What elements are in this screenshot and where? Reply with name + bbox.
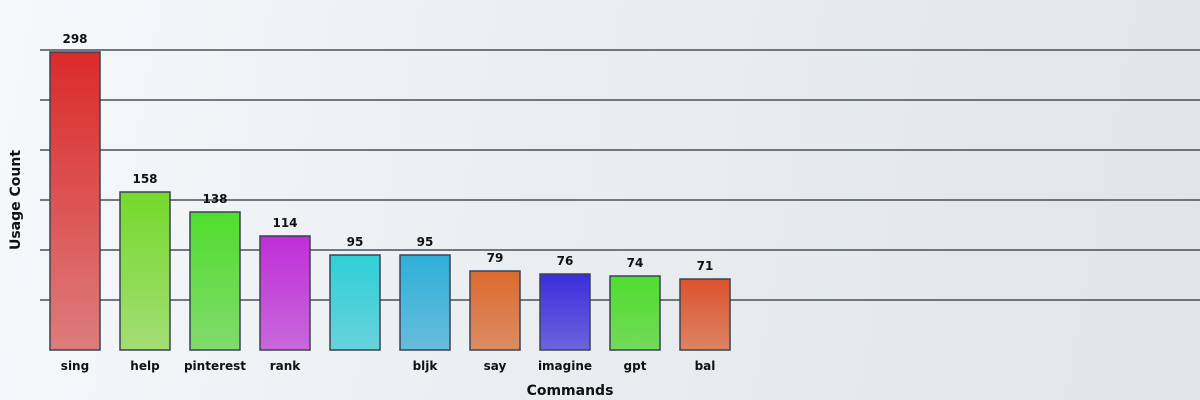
bar-unlabeled xyxy=(329,254,381,351)
data-label: 74 xyxy=(627,256,644,270)
x-tick-label: help xyxy=(130,359,160,373)
x-tick-label: bal xyxy=(695,359,716,373)
data-label: 158 xyxy=(132,172,157,186)
data-label: 298 xyxy=(62,32,87,46)
bar-bljk xyxy=(399,254,451,351)
data-label: 95 xyxy=(417,235,434,249)
data-label: 76 xyxy=(557,254,574,268)
y-axis-label: Usage Count xyxy=(8,150,24,250)
x-tick-label: imagine xyxy=(538,359,592,373)
bar-sing xyxy=(49,51,101,351)
data-label: 114 xyxy=(272,216,297,230)
data-label: 71 xyxy=(697,259,714,273)
data-label: 79 xyxy=(487,251,504,265)
bar-rank xyxy=(259,235,311,351)
bar-pinterest xyxy=(189,211,241,351)
bar-imagine xyxy=(539,273,591,351)
x-tick-label: sing xyxy=(61,359,89,373)
x-tick-label: rank xyxy=(270,359,302,373)
bar-bal xyxy=(679,278,731,351)
x-tick-label: bljk xyxy=(413,359,439,373)
x-axis-label: Commands xyxy=(527,383,614,399)
x-tick-label: pinterest xyxy=(184,359,246,373)
bar-help xyxy=(119,191,171,351)
bar-gpt xyxy=(609,275,661,351)
data-label: 95 xyxy=(347,235,364,249)
labels: 298 sing 158 help 138 pinterest 114 rank 95 95 blj… xyxy=(61,32,716,373)
x-tick-label: say xyxy=(484,359,507,373)
data-label: 138 xyxy=(202,192,227,206)
bar-say xyxy=(469,270,521,351)
bars xyxy=(49,51,731,351)
x-tick-label: gpt xyxy=(624,359,647,373)
